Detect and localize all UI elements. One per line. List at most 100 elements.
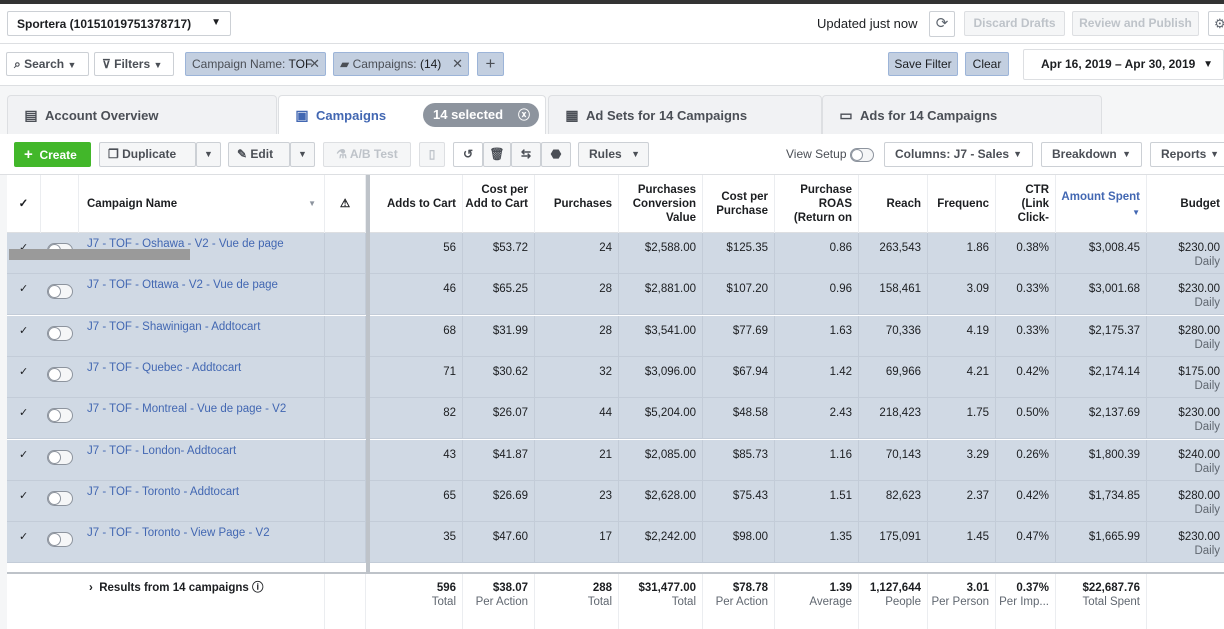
clear-button[interactable]: Clear xyxy=(965,52,1009,76)
cell-spent: $2,174.14 xyxy=(1056,356,1147,398)
duplicate-button[interactable]: ❐ Duplicate xyxy=(99,142,196,167)
chevron-right-icon: › xyxy=(89,582,93,594)
edit-dropdown[interactable]: ▼ xyxy=(290,142,315,167)
create-button[interactable]: + Create xyxy=(14,142,91,167)
row-checkbox[interactable]: ✓ xyxy=(19,531,29,544)
row-checkbox[interactable]: ✓ xyxy=(19,448,29,461)
row-checkbox[interactable]: ✓ xyxy=(19,242,29,254)
refresh-icon[interactable]: ⟳ xyxy=(929,11,955,37)
campaign-toggle[interactable] xyxy=(47,408,73,424)
header-budget[interactable]: Budget xyxy=(1147,175,1224,233)
export-icon[interactable]: ⇆ xyxy=(511,142,541,167)
row-checkbox[interactable]: ✓ xyxy=(19,283,29,296)
close-icon[interactable]: ✕ xyxy=(309,56,320,71)
tab-ad-sets[interactable]: ▦ Ad Sets for 14 Campaigns xyxy=(548,95,822,134)
save-filter-button[interactable]: Save Filter xyxy=(888,52,958,76)
footer-label: Per Action xyxy=(475,596,528,608)
review-publish-button[interactable]: Review and Publish xyxy=(1072,11,1199,36)
reset-icon[interactable]: ↺ xyxy=(453,142,483,167)
add-filter-button[interactable]: + xyxy=(477,52,504,76)
header-reach[interactable]: Reach xyxy=(859,175,928,233)
account-selector[interactable]: Sportera (10151019751378717) ▼ xyxy=(7,11,231,36)
cell-cpatc: $65.25 xyxy=(463,274,535,316)
row-checkbox[interactable]: ✓ xyxy=(19,489,29,502)
filter-chip-campaign-name[interactable]: Campaign Name: TOF ✕ xyxy=(185,52,326,76)
ab-test-label: A/B Test xyxy=(349,147,398,161)
row-checkbox[interactable]: ✓ xyxy=(19,407,29,420)
campaign-toggle[interactable] xyxy=(47,490,73,506)
columns-button[interactable]: Columns: J7 - Sales ▼ xyxy=(884,142,1033,167)
toggle-switch[interactable] xyxy=(849,147,874,162)
header-adds-to-cart[interactable]: Adds to Cart xyxy=(378,175,463,233)
cell-ctr: 0.42% xyxy=(996,480,1056,522)
row-checkbox[interactable]: ✓ xyxy=(19,365,29,378)
footer-results-label[interactable]: › Results from 14 campaigns ⓘ xyxy=(79,574,325,629)
filter-chip-campaigns[interactable]: ▰ Campaigns: (14) ✕ xyxy=(333,52,469,76)
table-row[interactable]: ✓ J7 - TOF - Oshawa - V2 - Vue de page 56 $… xyxy=(7,233,1224,274)
chevron-down-icon: ▼ xyxy=(211,17,221,28)
select-all-checkbox[interactable]: ✓ xyxy=(7,175,41,233)
table-row[interactable]: ✓ J7 - TOF - Quebec - Addtocart 71 $30.62 32… xyxy=(7,356,1224,398)
archive-icon[interactable]: ▯ xyxy=(419,142,445,167)
row-checkbox[interactable]: ✓ xyxy=(19,324,29,337)
campaign-name-link[interactable]: J7 - TOF - Quebec - Addtocart xyxy=(79,356,325,398)
table-row[interactable]: ✓ J7 - TOF - Montreal - Vue de page - V2 8… xyxy=(7,398,1224,440)
chevron-down-icon: ▼ xyxy=(204,149,213,159)
header-amount-spent[interactable]: Amount Spent ▼ xyxy=(1056,175,1147,233)
view-setup-toggle[interactable]: View Setup xyxy=(786,147,874,162)
ab-test-button[interactable]: ⚗ A/B Test xyxy=(323,142,411,167)
footer-label: Per Person xyxy=(931,596,989,608)
cell-purch: 32 xyxy=(535,356,619,398)
tab-account-overview[interactable]: ▤ Account Overview xyxy=(7,95,277,134)
campaign-name-link[interactable]: J7 - TOF - Oshawa - V2 - Vue de page xyxy=(79,233,325,274)
gear-icon[interactable]: ⚙ xyxy=(1208,11,1224,36)
selected-count-badge[interactable]: 14 selected ⓧ xyxy=(423,103,539,127)
filters-button[interactable]: ⊽ Filters ▼ xyxy=(94,52,174,76)
tag-icon[interactable]: ⬣ xyxy=(541,142,571,167)
campaign-name-link[interactable]: J7 - TOF - London- Addtocart xyxy=(79,439,325,481)
discard-drafts-button[interactable]: Discard Drafts xyxy=(964,11,1065,36)
cell-reach: 218,423 xyxy=(859,398,928,440)
footer-value: $78.78 xyxy=(732,582,768,594)
campaign-toggle[interactable] xyxy=(47,325,73,341)
duplicate-dropdown[interactable]: ▼ xyxy=(196,142,221,167)
header-roas[interactable]: Purchase ROAS (Return on xyxy=(775,175,859,233)
campaign-name-link[interactable]: J7 - TOF - Toronto - Addtocart xyxy=(79,480,325,522)
campaign-toggle[interactable] xyxy=(47,284,73,300)
close-circle-icon[interactable]: ⓧ xyxy=(517,108,530,122)
overview-icon: ▤ xyxy=(24,107,38,123)
campaign-name-link[interactable]: J7 - TOF - Shawinigan - Addtocart xyxy=(79,315,325,357)
budget-type: Daily xyxy=(1194,545,1220,558)
campaign-toggle[interactable] xyxy=(47,449,73,465)
close-icon[interactable]: ✕ xyxy=(452,56,463,71)
breakdown-button[interactable]: Breakdown ▼ xyxy=(1041,142,1142,167)
header-ctr[interactable]: CTR (Link Click- xyxy=(996,175,1056,233)
campaign-name-link[interactable]: J7 - TOF - Toronto - View Page - V2 xyxy=(79,522,325,564)
table-row[interactable]: ✓ J7 - TOF - Shawinigan - Addtocart 68 $31.… xyxy=(7,315,1224,357)
table-row[interactable]: ✓ J7 - TOF - Ottawa - V2 - Vue de page 46 $… xyxy=(7,274,1224,316)
footer-value: $31,477.00 xyxy=(638,582,696,594)
tab-ads[interactable]: ▭ Ads for 14 Campaigns xyxy=(822,95,1102,134)
reports-button[interactable]: Reports ▼ xyxy=(1150,142,1224,167)
edit-button[interactable]: ✎ Edit xyxy=(228,142,290,167)
trash-icon[interactable]: 🗑 xyxy=(483,142,511,167)
table-row[interactable]: ✓ J7 - TOF - Toronto - Addtocart 65 $26.69 2… xyxy=(7,480,1224,522)
date-range-picker[interactable]: Apr 16, 2019 – Apr 30, 2019 ▼ xyxy=(1023,49,1224,80)
campaign-name-link[interactable]: J7 - TOF - Ottawa - V2 - Vue de page xyxy=(79,274,325,316)
header-purchases[interactable]: Purchases xyxy=(535,175,619,233)
header-frequency[interactable]: Frequenc xyxy=(928,175,996,233)
campaign-name-link[interactable]: J7 - TOF - Montreal - Vue de page - V2 xyxy=(79,398,325,440)
header-campaign-name[interactable]: Campaign Name ▼ xyxy=(79,175,325,233)
campaign-toggle[interactable] xyxy=(47,532,73,548)
table-row[interactable]: ✓ J7 - TOF - Toronto - View Page - V2 35 $4… xyxy=(7,522,1224,564)
search-button[interactable]: ⌕ Search ▼ xyxy=(6,52,89,76)
header-cost-per-atc[interactable]: Cost per Add to Cart xyxy=(463,175,535,233)
rules-button[interactable]: Rules ▼ xyxy=(578,142,649,167)
header-cost-per-purchase[interactable]: Cost per Purchase xyxy=(703,175,775,233)
campaign-toggle[interactable] xyxy=(47,366,73,382)
header-conversion-value[interactable]: Purchases Conversion Value xyxy=(619,175,703,233)
table-row[interactable]: ✓ J7 - TOF - London- Addtocart 43 $41.87 21 $… xyxy=(7,439,1224,481)
cell-budget: $280.00 Daily xyxy=(1147,481,1224,522)
tab-label: Campaigns xyxy=(316,108,387,123)
footer-cost-per-atc: $38.07 Per Action xyxy=(463,574,535,629)
